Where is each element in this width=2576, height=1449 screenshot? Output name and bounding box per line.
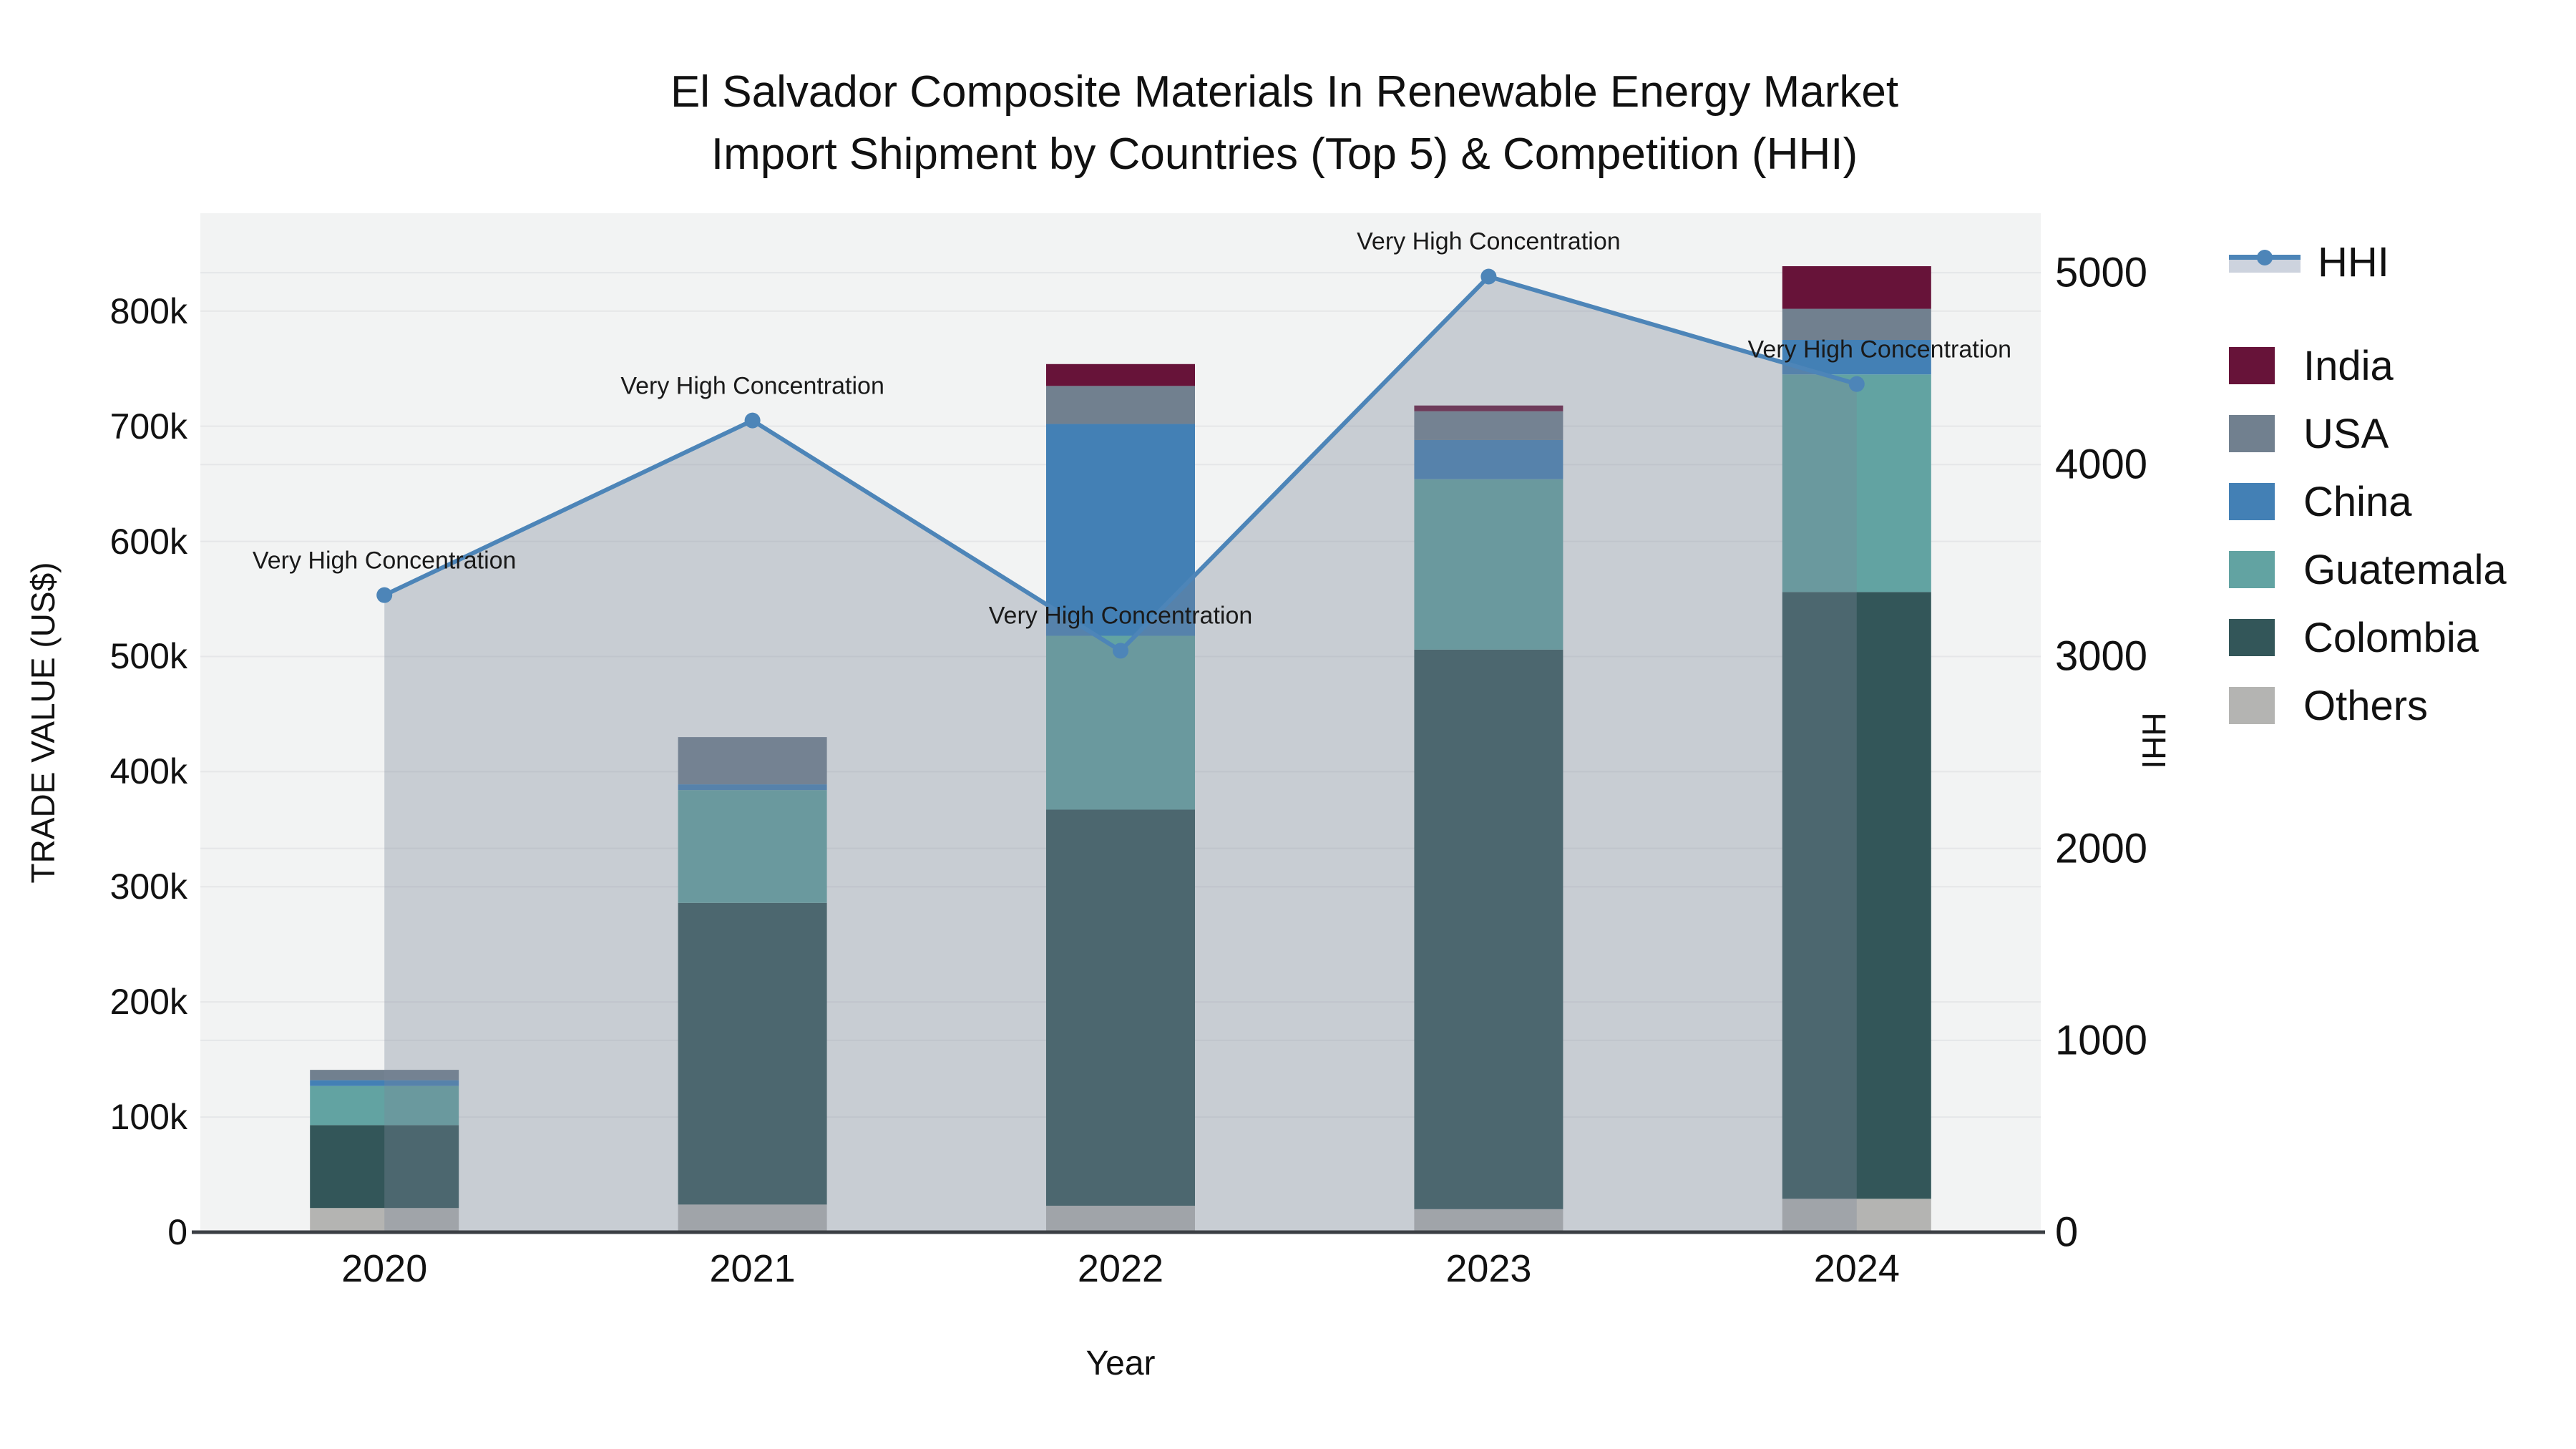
bar-segment-colombia-2022[interactable] bbox=[1046, 809, 1195, 1206]
legend-label-usa: USA bbox=[2303, 410, 2389, 457]
bar-segment-colombia-2024[interactable] bbox=[1782, 592, 1931, 1199]
annotation-2024: Very High Concentration bbox=[1747, 336, 2012, 364]
y-left-tick-label: 500k bbox=[109, 636, 187, 677]
y-left-tick-label: 600k bbox=[109, 521, 187, 562]
annotation-2023: Very High Concentration bbox=[1357, 228, 1621, 255]
bar-segment-colombia-2020[interactable] bbox=[310, 1125, 459, 1209]
bar-segment-china-2023[interactable] bbox=[1414, 439, 1563, 479]
annotation-2021: Very High Concentration bbox=[620, 372, 884, 400]
bar-segment-usa-2020[interactable] bbox=[310, 1070, 459, 1080]
hhi-marker-2021[interactable] bbox=[744, 412, 761, 429]
x-tick-label-2020: 2020 bbox=[341, 1247, 428, 1290]
x-tick-label-2024: 2024 bbox=[1813, 1247, 1900, 1290]
bar-segment-india-2022[interactable] bbox=[1046, 364, 1195, 386]
chart-title-line2: Import Shipment by Countries (Top 5) & C… bbox=[711, 130, 1858, 179]
legend-swatch-guatemala bbox=[2229, 551, 2275, 588]
chart-title-line1: El Salvador Composite Materials In Renew… bbox=[670, 67, 1899, 117]
hhi-marker-2022[interactable] bbox=[1113, 643, 1128, 659]
hhi-marker-2024[interactable] bbox=[1848, 376, 1865, 392]
bar-segment-usa-2023[interactable] bbox=[1414, 411, 1563, 440]
legend-swatch-china bbox=[2229, 483, 2275, 520]
bar-segment-others-2020[interactable] bbox=[310, 1208, 459, 1232]
x-tick-label-2021: 2021 bbox=[709, 1247, 796, 1290]
bar-segment-others-2024[interactable] bbox=[1782, 1199, 1931, 1232]
bar-segment-usa-2024[interactable] bbox=[1782, 308, 1931, 340]
legend-label-colombia: Colombia bbox=[2303, 614, 2479, 661]
bar-segment-usa-2021[interactable] bbox=[678, 737, 827, 785]
y-left-tick-label: 300k bbox=[109, 867, 187, 907]
y-left-tick-label: 700k bbox=[109, 406, 187, 447]
y-left-tick-label: 100k bbox=[109, 1097, 187, 1138]
bar-segment-china-2021[interactable] bbox=[678, 784, 827, 791]
y-right-tick-label: 0 bbox=[2055, 1209, 2079, 1256]
legend-item-guatemala[interactable]: Guatemala bbox=[2229, 546, 2507, 593]
bar-segment-others-2023[interactable] bbox=[1414, 1209, 1563, 1232]
legend-item-hhi[interactable]: HHI bbox=[2229, 238, 2389, 286]
legend-label-china: China bbox=[2303, 478, 2412, 525]
annotation-2022: Very High Concentration bbox=[988, 602, 1253, 630]
bar-segment-guatemala-2022[interactable] bbox=[1046, 635, 1195, 810]
legend-label-hhi: HHI bbox=[2318, 238, 2389, 286]
y-left-tick-label: 800k bbox=[109, 291, 187, 331]
hhi-marker-2023[interactable] bbox=[1480, 268, 1497, 285]
y-left-axis-title: TRADE VALUE (US$) bbox=[24, 562, 62, 884]
bar-segment-guatemala-2020[interactable] bbox=[310, 1085, 459, 1126]
bar-segment-usa-2022[interactable] bbox=[1046, 386, 1195, 424]
bar-segment-china-2020[interactable] bbox=[310, 1080, 459, 1086]
legend-item-china[interactable]: China bbox=[2229, 478, 2412, 525]
hhi-legend-swatch-icon bbox=[2229, 250, 2301, 273]
y-left-tick-label: 400k bbox=[109, 751, 187, 792]
bar-segment-others-2021[interactable] bbox=[678, 1204, 827, 1232]
legend-label-guatemala: Guatemala bbox=[2303, 546, 2507, 593]
bar-segment-guatemala-2021[interactable] bbox=[678, 790, 827, 903]
y-left-tick-label: 0 bbox=[167, 1212, 187, 1252]
y-left-tick-label: 200k bbox=[109, 982, 187, 1023]
annotation-2020: Very High Concentration bbox=[252, 547, 517, 575]
x-tick-label-2022: 2022 bbox=[1077, 1247, 1164, 1290]
hhi-marker-2020[interactable] bbox=[376, 587, 393, 603]
bar-segment-guatemala-2023[interactable] bbox=[1414, 479, 1563, 650]
bar-segment-india-2023[interactable] bbox=[1414, 405, 1563, 411]
bar-series bbox=[310, 266, 1931, 1232]
x-axis-title: Year bbox=[1085, 1345, 1156, 1382]
legend-swatch-usa bbox=[2229, 415, 2275, 452]
legend-item-india[interactable]: India bbox=[2229, 342, 2394, 389]
bar-segment-colombia-2021[interactable] bbox=[678, 902, 827, 1205]
x-tick-label-2023: 2023 bbox=[1445, 1247, 1532, 1290]
y-right-tick-label: 1000 bbox=[2055, 1017, 2148, 1064]
y-right-tick-label: 5000 bbox=[2055, 249, 2148, 296]
legend-item-others[interactable]: Others bbox=[2229, 682, 2429, 729]
y-right-tick-label: 4000 bbox=[2055, 441, 2148, 488]
bar-segment-colombia-2023[interactable] bbox=[1414, 649, 1563, 1209]
legend-item-usa[interactable]: USA bbox=[2229, 410, 2389, 457]
legend-label-others: Others bbox=[2303, 682, 2429, 729]
hhi-marker-swatch bbox=[2257, 250, 2273, 265]
bar-segment-guatemala-2024[interactable] bbox=[1782, 374, 1931, 592]
hhi-area-fill bbox=[384, 276, 1857, 1232]
y-right-tick-label: 2000 bbox=[2055, 825, 2148, 872]
legend-item-colombia[interactable]: Colombia bbox=[2229, 614, 2479, 661]
bar-segment-others-2022[interactable] bbox=[1046, 1205, 1195, 1232]
legend-swatch-others bbox=[2229, 687, 2275, 724]
legend-swatch-india bbox=[2229, 347, 2275, 384]
bar-segment-india-2024[interactable] bbox=[1782, 266, 1931, 309]
y-right-axis-title: HHI bbox=[2135, 712, 2172, 769]
y-right-tick-label: 3000 bbox=[2055, 633, 2148, 680]
legend-swatch-colombia bbox=[2229, 619, 2275, 656]
legend-label-india: India bbox=[2303, 342, 2394, 389]
